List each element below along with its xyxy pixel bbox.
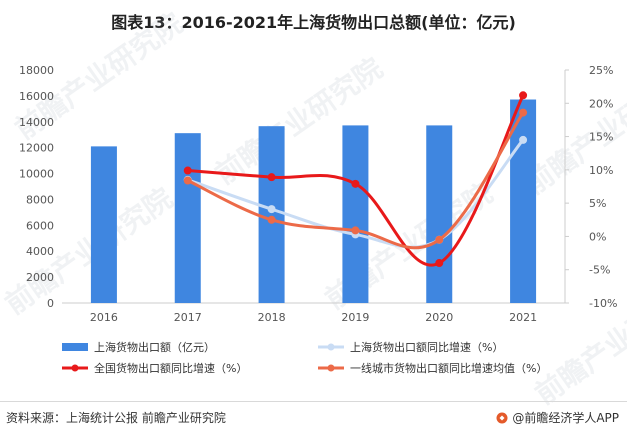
y-tick-label: 8000 <box>26 193 54 206</box>
legend-shanghai-growth-marker <box>327 343 335 351</box>
y-tick-label: 0 <box>47 297 54 310</box>
tier1-growth-point <box>519 108 528 117</box>
legend-bar-label: 上海货物出口额（亿元） <box>94 340 215 354</box>
y2-tick-label: -5% <box>589 264 610 277</box>
legend-shanghai-growth-label: 上海货物出口额同比增速（%） <box>350 340 503 354</box>
y2-tick-label: -10% <box>589 297 617 310</box>
bar <box>342 125 369 303</box>
legend-tier1-growth-marker <box>327 364 335 372</box>
tier1-growth-point <box>183 176 192 185</box>
y-tick-label: 14000 <box>19 116 54 129</box>
chart: 0 2000 4000 6000 8000 10000 12000 14000 16000 180… <box>19 64 617 375</box>
national-growth-line <box>187 94 525 267</box>
shanghai-growth-point <box>519 135 528 144</box>
tier1-growth-point <box>351 226 360 235</box>
y2-tick-label: 10% <box>589 164 613 177</box>
bar <box>426 125 453 303</box>
bar <box>90 146 117 303</box>
y2-tick-label: 15% <box>589 131 613 144</box>
x-tick-label: 2016 <box>90 311 118 324</box>
national-growth-point <box>183 166 192 175</box>
y-tick-label: 6000 <box>26 219 54 232</box>
brand: @前瞻经济学人APP <box>496 409 619 426</box>
footer-divider <box>0 401 627 402</box>
chart-title: 图表13：2016-2021年上海货物出口总额(单位：亿元) <box>111 13 516 32</box>
y2-tick-label: 25% <box>589 64 613 77</box>
bar <box>174 133 201 303</box>
y-tick-label: 2000 <box>26 271 54 284</box>
y2-tick-label: 5% <box>589 197 606 210</box>
y-tick-label: 18000 <box>19 64 54 77</box>
y-tick-label: 10000 <box>19 168 54 181</box>
y-tick-label: 12000 <box>19 142 54 155</box>
legend-national-growth-label: 全国货物出口额同比增速（%） <box>94 361 247 375</box>
source-note: 资料来源：上海统计公报 前瞻产业研究院 <box>6 411 226 425</box>
legend-tier1-growth-label: 一线城市货物出口额同比增速均值（%） <box>350 361 547 375</box>
tier1-growth-point <box>435 235 444 244</box>
x-tick-label: 2019 <box>341 311 369 324</box>
national-growth-point <box>267 173 276 182</box>
y-tick-label: 4000 <box>26 245 54 258</box>
y-tick-label: 16000 <box>19 90 54 103</box>
bar <box>258 126 285 303</box>
y2-tick-label: 20% <box>589 97 613 110</box>
national-growth-point <box>435 259 444 268</box>
brand-logo-icon <box>496 412 508 423</box>
national-growth-point <box>519 91 528 100</box>
x-tick-label: 2020 <box>425 311 453 324</box>
shanghai-growth-point <box>267 205 276 214</box>
legend-national-growth-marker <box>71 364 79 372</box>
tier1-growth-point <box>267 215 276 224</box>
bar <box>510 99 537 303</box>
x-tick-label: 2021 <box>509 311 537 324</box>
tier1-growth-line <box>187 111 525 250</box>
x-tick-label: 2017 <box>174 311 202 324</box>
legend-bar-swatch <box>62 343 88 351</box>
brand-text: @前瞻经济学人APP <box>512 411 619 425</box>
y2-tick-label: 0% <box>589 230 606 243</box>
national-growth-point <box>351 179 360 188</box>
x-tick-label: 2018 <box>258 311 286 324</box>
